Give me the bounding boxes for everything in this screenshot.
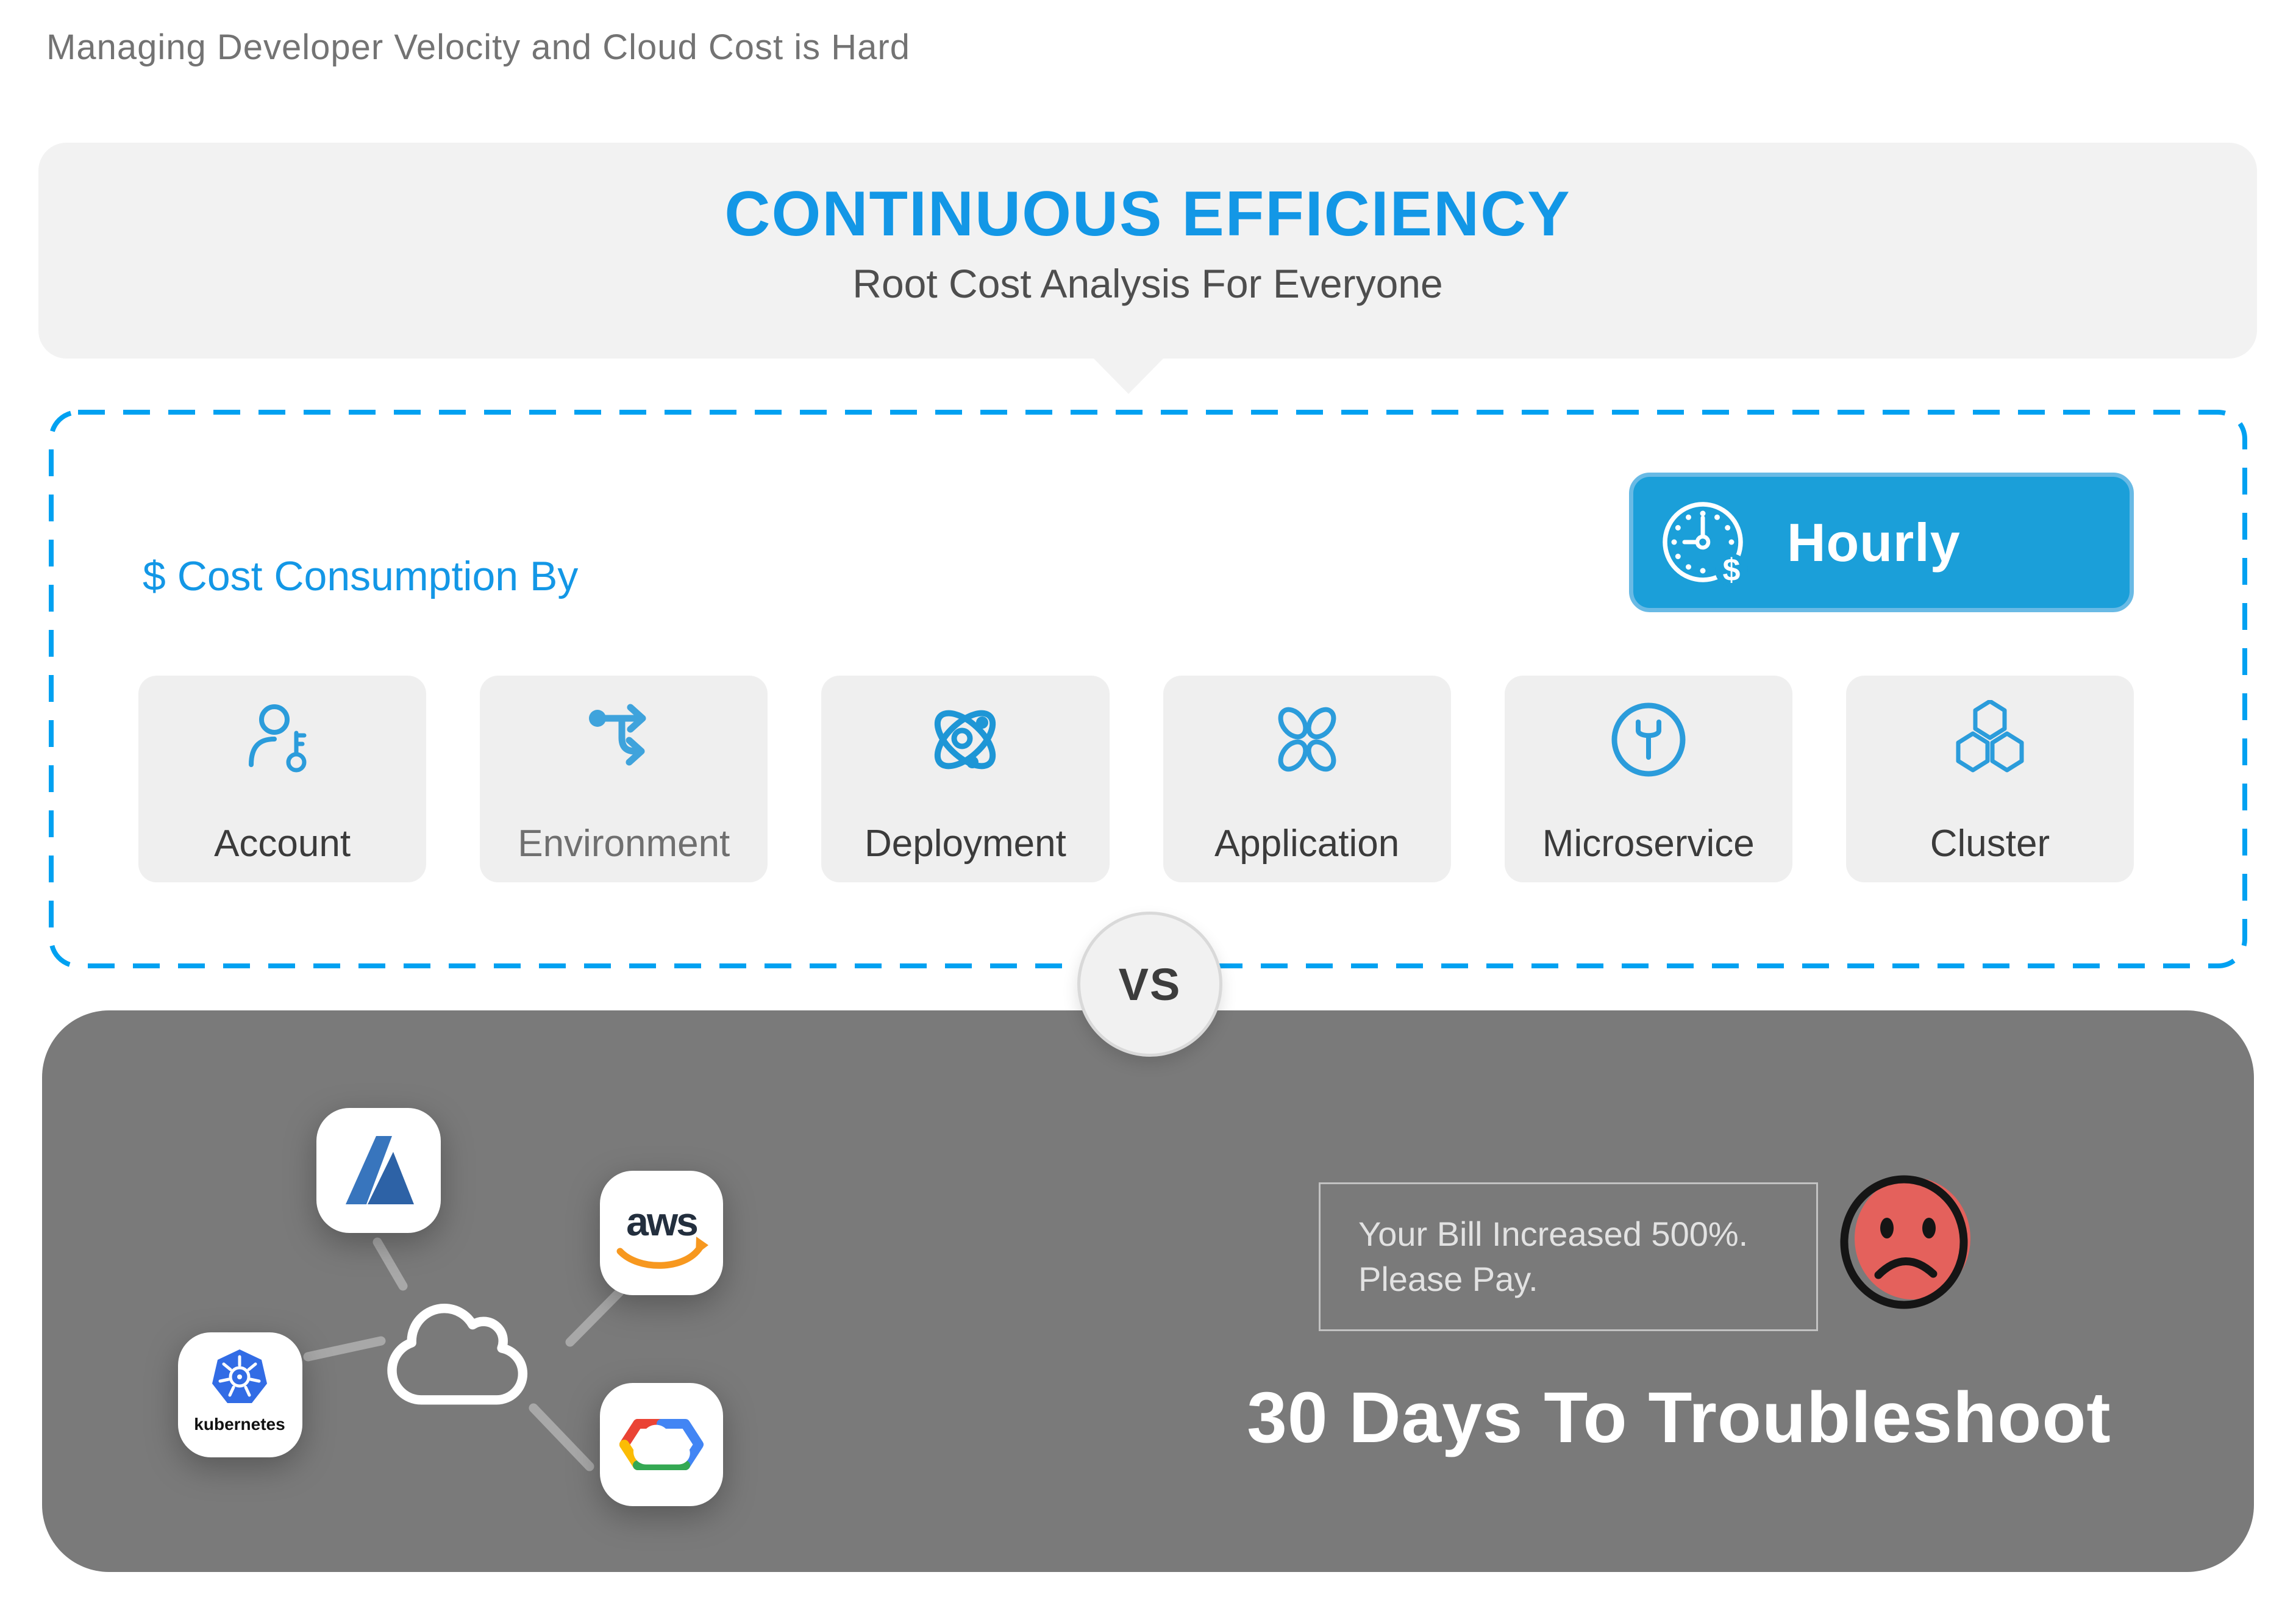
clover-apps-icon [1278,707,1336,772]
dimension-card-label: Application [1214,823,1400,865]
dimension-card-deployment[interactable]: Deployment [821,676,1110,882]
dimension-card-account[interactable]: Account [138,676,427,882]
sad-face-icon [1840,1175,1970,1309]
gcp-logo-icon [619,1419,704,1470]
dimension-card-microservice[interactable]: Microservice [1504,676,1792,882]
atom-icon [935,710,996,770]
legacy-headline: 30 Days To Troubleshoot [1247,1377,2111,1458]
clock-dollar-icon: $ [1663,501,1748,588]
dimension-card-environment[interactable]: Environment [480,676,768,882]
dimension-card-label: Microservice [1542,823,1755,865]
bill-notice-line2: Please Pay. [1358,1260,1538,1298]
banner-tail-pointer [1093,358,1164,394]
dimension-card-application[interactable]: Application [1163,676,1451,882]
aws-logo-text: aws [626,1199,697,1244]
azure-tile [316,1108,441,1233]
kubernetes-logo-text: kubernetes [194,1415,285,1434]
connector-lines [303,1237,624,1471]
banner-subheading: Root Cost Analysis For Everyone [852,261,1443,306]
gcp-tile [600,1383,723,1506]
azure-logo-icon [346,1136,414,1204]
cost-consumption-label: $ Cost Consumption By [143,553,579,599]
hourly-toggle-button[interactable]: $ Hourly [1629,473,2134,612]
svg-text:$: $ [1723,552,1741,588]
continuous-efficiency-banner: CONTINUOUS EFFICIENCY Root Cost Analysis… [38,143,2257,394]
dimension-cards-row: Account Environment [138,676,2134,882]
aws-logo-icon: aws [616,1199,708,1269]
bill-notice-line1: Your Bill Increased 500%. [1358,1215,1749,1254]
page-title: Managing Developer Velocity and Cloud Co… [46,27,910,67]
hourly-button-label: Hourly [1787,512,1961,573]
hexagon-cluster-icon [1956,700,2024,773]
cloud-outline-icon [387,1304,528,1405]
bill-notice: Your Bill Increased 500%. Please Pay. [1319,1182,1818,1331]
multicloud-diagram: aws [178,1108,723,1506]
kubernetes-tile: kubernetes [178,1332,302,1457]
dimension-card-label: Account [214,823,351,865]
aws-tile: aws [600,1171,723,1295]
dimension-card-label: Environment [518,823,730,865]
wrench-circle-icon [1611,702,1686,777]
cost-consumption-panel: $ Cost Consumption By $ Hourly [49,410,2247,968]
dimension-card-cluster[interactable]: Cluster [1845,676,2134,882]
vs-badge: VS [1077,912,1222,1057]
dimension-card-label: Cluster [1930,823,2050,865]
dimension-card-label: Deployment [865,823,1066,865]
kubernetes-logo-icon: kubernetes [194,1349,285,1434]
legacy-cloud-panel: aws [42,1010,2254,1572]
branch-arrows-icon [589,704,646,766]
vs-badge-label: VS [1118,959,1182,1010]
banner-heading: CONTINUOUS EFFICIENCY [724,179,1571,249]
user-key-icon [249,704,307,773]
